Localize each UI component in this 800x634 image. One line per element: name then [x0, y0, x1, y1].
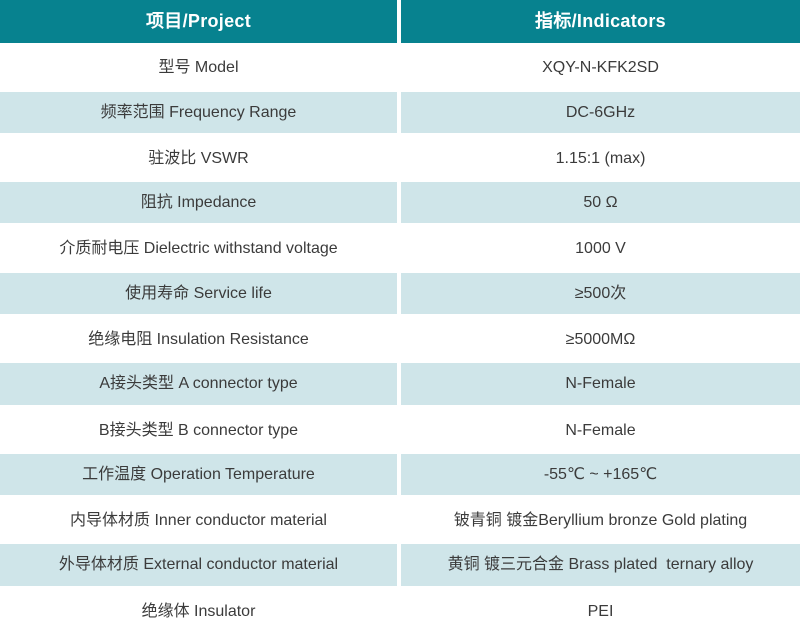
indicator-cell: ≥5000MΩ [565, 331, 636, 349]
project-cell: 工作温度 Operation Temperature [0, 452, 401, 499]
project-cell: A接头类型 A connector type [0, 362, 401, 408]
table-row-frequency-range: 频率范围 Frequency Range DC-6GHz [0, 90, 800, 136]
project-cell: 驻波比 VSWR [0, 135, 401, 182]
indicator-cell: DC-6GHz [401, 90, 800, 136]
project-cell: 型号 Model [0, 45, 401, 91]
indicator-cell: 50 Ω [401, 181, 800, 227]
indicator-cell: PEI [587, 602, 614, 620]
table-row-external-conductor-material: 外导体材质 External conductor material 黄铜 镀三元… [0, 543, 800, 589]
project-cell: 绝缘电阻 Insulation Resistance [0, 316, 401, 363]
header-project-cell: 项目/Project [0, 0, 401, 46]
project-cell: 内导体材质 Inner conductor material [0, 498, 401, 544]
table-row-impedance: 阻抗 Impedance 50 Ω [0, 181, 800, 227]
indicator-cell: 黄铜 镀三元合金 Brass plated ternary alloy [401, 543, 800, 589]
project-cell: 频率范围 Frequency Range [0, 90, 401, 136]
indicator-cell: ≥500次 [401, 271, 800, 317]
project-cell: 阻抗 Impedance [0, 181, 401, 227]
project-cell: 介质耐电压 Dielectric withstand voltage [0, 226, 401, 272]
table-row-vswr: 驻波比 VSWR 1.15:1 (max) [0, 135, 800, 182]
indicator-cell: -55℃ ~ +165℃ [401, 452, 800, 499]
project-cell: 使用寿命 Service life [0, 271, 401, 317]
table-row-insulator: 绝缘体 Insulator PEI [0, 588, 800, 634]
header-indicators-cell: 指标/Indicators [401, 0, 800, 46]
table-header-row: 项目/Project 指标/Indicators [0, 0, 800, 46]
table-row-insulation-resistance: 绝缘电阻 Insulation Resistance ≥5000MΩ [0, 316, 800, 363]
project-cell: B接头类型 B connector type [0, 407, 401, 453]
table-row-service-life: 使用寿命 Service life ≥500次 [0, 271, 800, 317]
indicator-cell: 1000 V [575, 240, 626, 258]
project-cell: 外导体材质 External conductor material [0, 543, 401, 589]
indicator-cell: XQY-N-KFK2SD [542, 59, 659, 77]
table-row-operation-temperature: 工作温度 Operation Temperature -55℃ ~ +165℃ [0, 452, 800, 499]
project-cell: 绝缘体 Insulator [0, 588, 401, 634]
indicator-cell: N-Female [401, 362, 800, 408]
indicator-cell: 铍青铜 镀金Beryllium bronze Gold plating [453, 512, 748, 530]
indicator-cell: N-Female [565, 421, 636, 439]
table-row-inner-conductor-material: 内导体材质 Inner conductor material 铍青铜 镀金Ber… [0, 498, 800, 544]
table-row-model: 型号 Model XQY-N-KFK2SD [0, 45, 800, 91]
table-row-a-connector-type: A接头类型 A connector type N-Female [0, 362, 800, 408]
table-row-dielectric-withstand-voltage: 介质耐电压 Dielectric withstand voltage 1000 … [0, 226, 800, 272]
table-row-b-connector-type: B接头类型 B connector type N-Female [0, 407, 800, 453]
indicator-cell: 1.15:1 (max) [555, 149, 646, 167]
